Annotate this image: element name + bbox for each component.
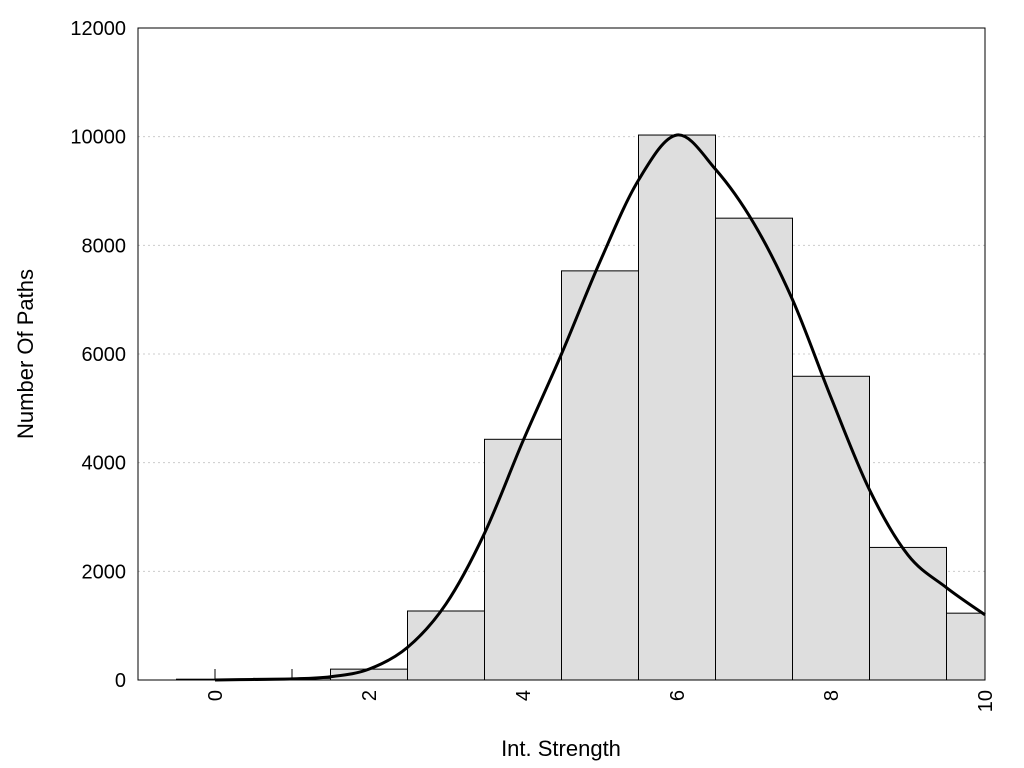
x-tick-label: 8 — [821, 690, 843, 701]
x-tick-label: 2 — [359, 690, 381, 701]
y-axis-title: Number Of Paths — [13, 269, 38, 439]
x-tick-label: 0 — [205, 690, 227, 701]
bar — [407, 610, 485, 681]
plot-frame — [137, 27, 986, 681]
x-tick-label: 10 — [975, 690, 997, 712]
bar — [792, 375, 870, 681]
density-curve-group — [214, 133, 986, 682]
y-tick-label: 10000 — [70, 127, 126, 149]
x-tick-label: 6 — [667, 690, 689, 701]
bar — [638, 134, 716, 681]
x-tick-label: 4 — [513, 690, 535, 701]
y-axis-ticks: 0 2000 4000 6000 8000 10000 12000 — [70, 18, 126, 692]
bar — [946, 612, 986, 681]
bar — [484, 438, 562, 681]
y-tick-label: 12000 — [70, 18, 126, 40]
bars — [176, 134, 986, 681]
bar — [561, 270, 639, 681]
y-tick-label: 2000 — [82, 561, 127, 583]
x-axis-ticks: 0 2 4 6 8 10 — [205, 690, 997, 712]
bar — [869, 546, 947, 681]
y-tick-label: 8000 — [82, 235, 127, 257]
density-curve — [214, 133, 986, 682]
x-axis-title: Int. Strength — [501, 736, 621, 761]
bar — [715, 217, 793, 681]
y-tick-label: 0 — [115, 670, 126, 692]
y-tick-label: 4000 — [82, 453, 127, 475]
y-tick-label: 6000 — [82, 344, 127, 366]
